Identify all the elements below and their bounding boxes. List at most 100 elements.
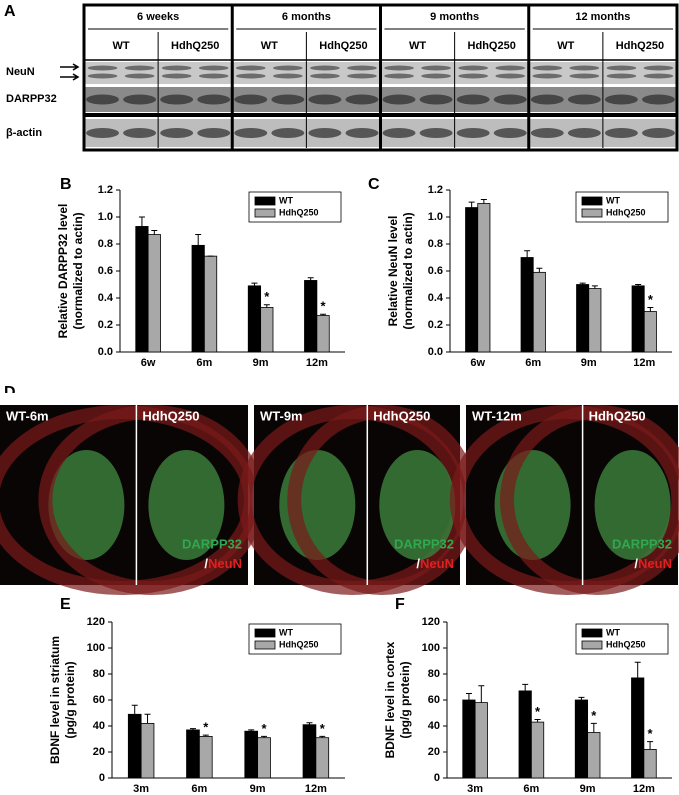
blot-band bbox=[234, 128, 268, 138]
blot-band bbox=[456, 94, 490, 105]
lane-label: HdhQ250 bbox=[171, 40, 219, 52]
error-bar bbox=[647, 741, 654, 750]
image-label: WT-9m bbox=[260, 408, 303, 423]
y-tick-label: 20 bbox=[428, 746, 440, 758]
y-axis-label: Relative NeuN level bbox=[386, 216, 400, 327]
y-tick-label: 0.0 bbox=[428, 346, 443, 358]
panel-label: C bbox=[368, 176, 380, 193]
stain-label: DARPP32 bbox=[612, 536, 672, 551]
lane-label: HdhQ250 bbox=[468, 40, 516, 52]
error-bar bbox=[189, 728, 196, 730]
y-tick-label: 0.4 bbox=[428, 292, 444, 304]
bar bbox=[520, 257, 534, 353]
blot-band bbox=[123, 94, 157, 105]
bar bbox=[643, 311, 657, 353]
panel-label: D bbox=[4, 384, 16, 401]
x-tick-label: 6m bbox=[525, 357, 541, 369]
significance-mark: * bbox=[321, 299, 327, 314]
y-tick-label: 20 bbox=[93, 746, 105, 758]
x-tick-label: 9m bbox=[253, 357, 269, 369]
error-bar bbox=[524, 250, 531, 258]
x-tick-label: 6w bbox=[141, 357, 156, 369]
error-bar bbox=[590, 722, 597, 733]
error-bar bbox=[151, 230, 158, 235]
blot-band bbox=[197, 94, 231, 105]
legend-label: HdhQ250 bbox=[279, 207, 319, 217]
bar bbox=[576, 284, 590, 353]
bar bbox=[140, 723, 155, 779]
y-axis-label: (pg/g protein) bbox=[63, 661, 77, 738]
y-tick-label: 100 bbox=[422, 642, 440, 654]
y-axis-label: (pg/g protein) bbox=[398, 661, 412, 738]
significance-mark: * bbox=[320, 721, 326, 736]
cortex-stain bbox=[499, 405, 679, 595]
significance-mark: * bbox=[535, 704, 541, 719]
blot-band bbox=[271, 128, 305, 138]
y-tick-label: 60 bbox=[428, 694, 440, 706]
group-title: 6 months bbox=[282, 11, 331, 23]
bar bbox=[474, 702, 488, 779]
blot-band bbox=[124, 65, 155, 71]
bar bbox=[631, 677, 645, 779]
blot-band bbox=[384, 73, 414, 79]
bar bbox=[462, 699, 476, 779]
stain-label: DARPP32 bbox=[394, 536, 454, 551]
blot-band bbox=[273, 65, 303, 71]
error-bar bbox=[307, 277, 314, 281]
error-bar bbox=[138, 216, 145, 227]
legend-swatch bbox=[581, 628, 603, 638]
significance-mark: * bbox=[264, 289, 270, 304]
blot-band bbox=[569, 73, 600, 79]
bar bbox=[587, 732, 601, 779]
x-tick-label: 3m bbox=[467, 783, 483, 795]
bar bbox=[127, 713, 142, 779]
lane-label: WT bbox=[557, 40, 574, 52]
y-tick-label: 1.2 bbox=[428, 184, 443, 196]
striatum-stain bbox=[379, 450, 456, 560]
image-mask bbox=[0, 393, 249, 405]
y-tick-label: 40 bbox=[93, 720, 105, 732]
x-tick-label: 12m bbox=[306, 357, 328, 369]
blot-band bbox=[495, 73, 526, 79]
legend-swatch bbox=[254, 628, 276, 638]
blot-band bbox=[567, 94, 601, 105]
blot-band bbox=[87, 73, 118, 79]
error-bar bbox=[647, 306, 654, 312]
blot-band bbox=[419, 94, 453, 105]
bar bbox=[477, 203, 491, 353]
bar bbox=[465, 207, 479, 353]
panel-label: B bbox=[60, 176, 72, 193]
legend-label: WT bbox=[606, 195, 620, 205]
group-title: 9 months bbox=[430, 11, 479, 23]
error-bar bbox=[480, 198, 487, 204]
blot-band bbox=[347, 65, 377, 71]
group-title: 12 months bbox=[575, 11, 630, 23]
y-tick-label: 120 bbox=[87, 616, 105, 628]
x-tick-label: 12m bbox=[633, 783, 655, 795]
blot-band bbox=[532, 65, 563, 71]
stain-sep: / bbox=[634, 556, 638, 571]
y-tick-label: 0.6 bbox=[428, 265, 443, 277]
y-axis-label: BDNF level in striatum bbox=[48, 636, 62, 764]
y-axis-label: BDNF level in cortex bbox=[383, 641, 397, 758]
lane-label: WT bbox=[261, 40, 278, 52]
blot-band bbox=[86, 94, 120, 105]
legend-label: WT bbox=[279, 195, 293, 205]
blot-band bbox=[235, 65, 266, 71]
stain-label: /NeuN bbox=[634, 556, 672, 571]
image-label: WT-12m bbox=[472, 408, 522, 423]
stain-name: NeuN bbox=[420, 556, 454, 571]
image-label: HdhQ250 bbox=[373, 408, 430, 423]
y-tick-label: 1.0 bbox=[428, 211, 443, 223]
blot-band bbox=[532, 73, 563, 79]
panel-label: F bbox=[395, 596, 405, 613]
legend-label: WT bbox=[279, 627, 293, 637]
stain-sep: / bbox=[416, 556, 420, 571]
x-tick-label: 12m bbox=[305, 783, 327, 795]
error-bar bbox=[465, 693, 472, 700]
significance-mark: * bbox=[648, 726, 654, 741]
blot-band bbox=[643, 73, 674, 79]
blot-band bbox=[123, 128, 157, 138]
blot-band bbox=[382, 94, 416, 105]
